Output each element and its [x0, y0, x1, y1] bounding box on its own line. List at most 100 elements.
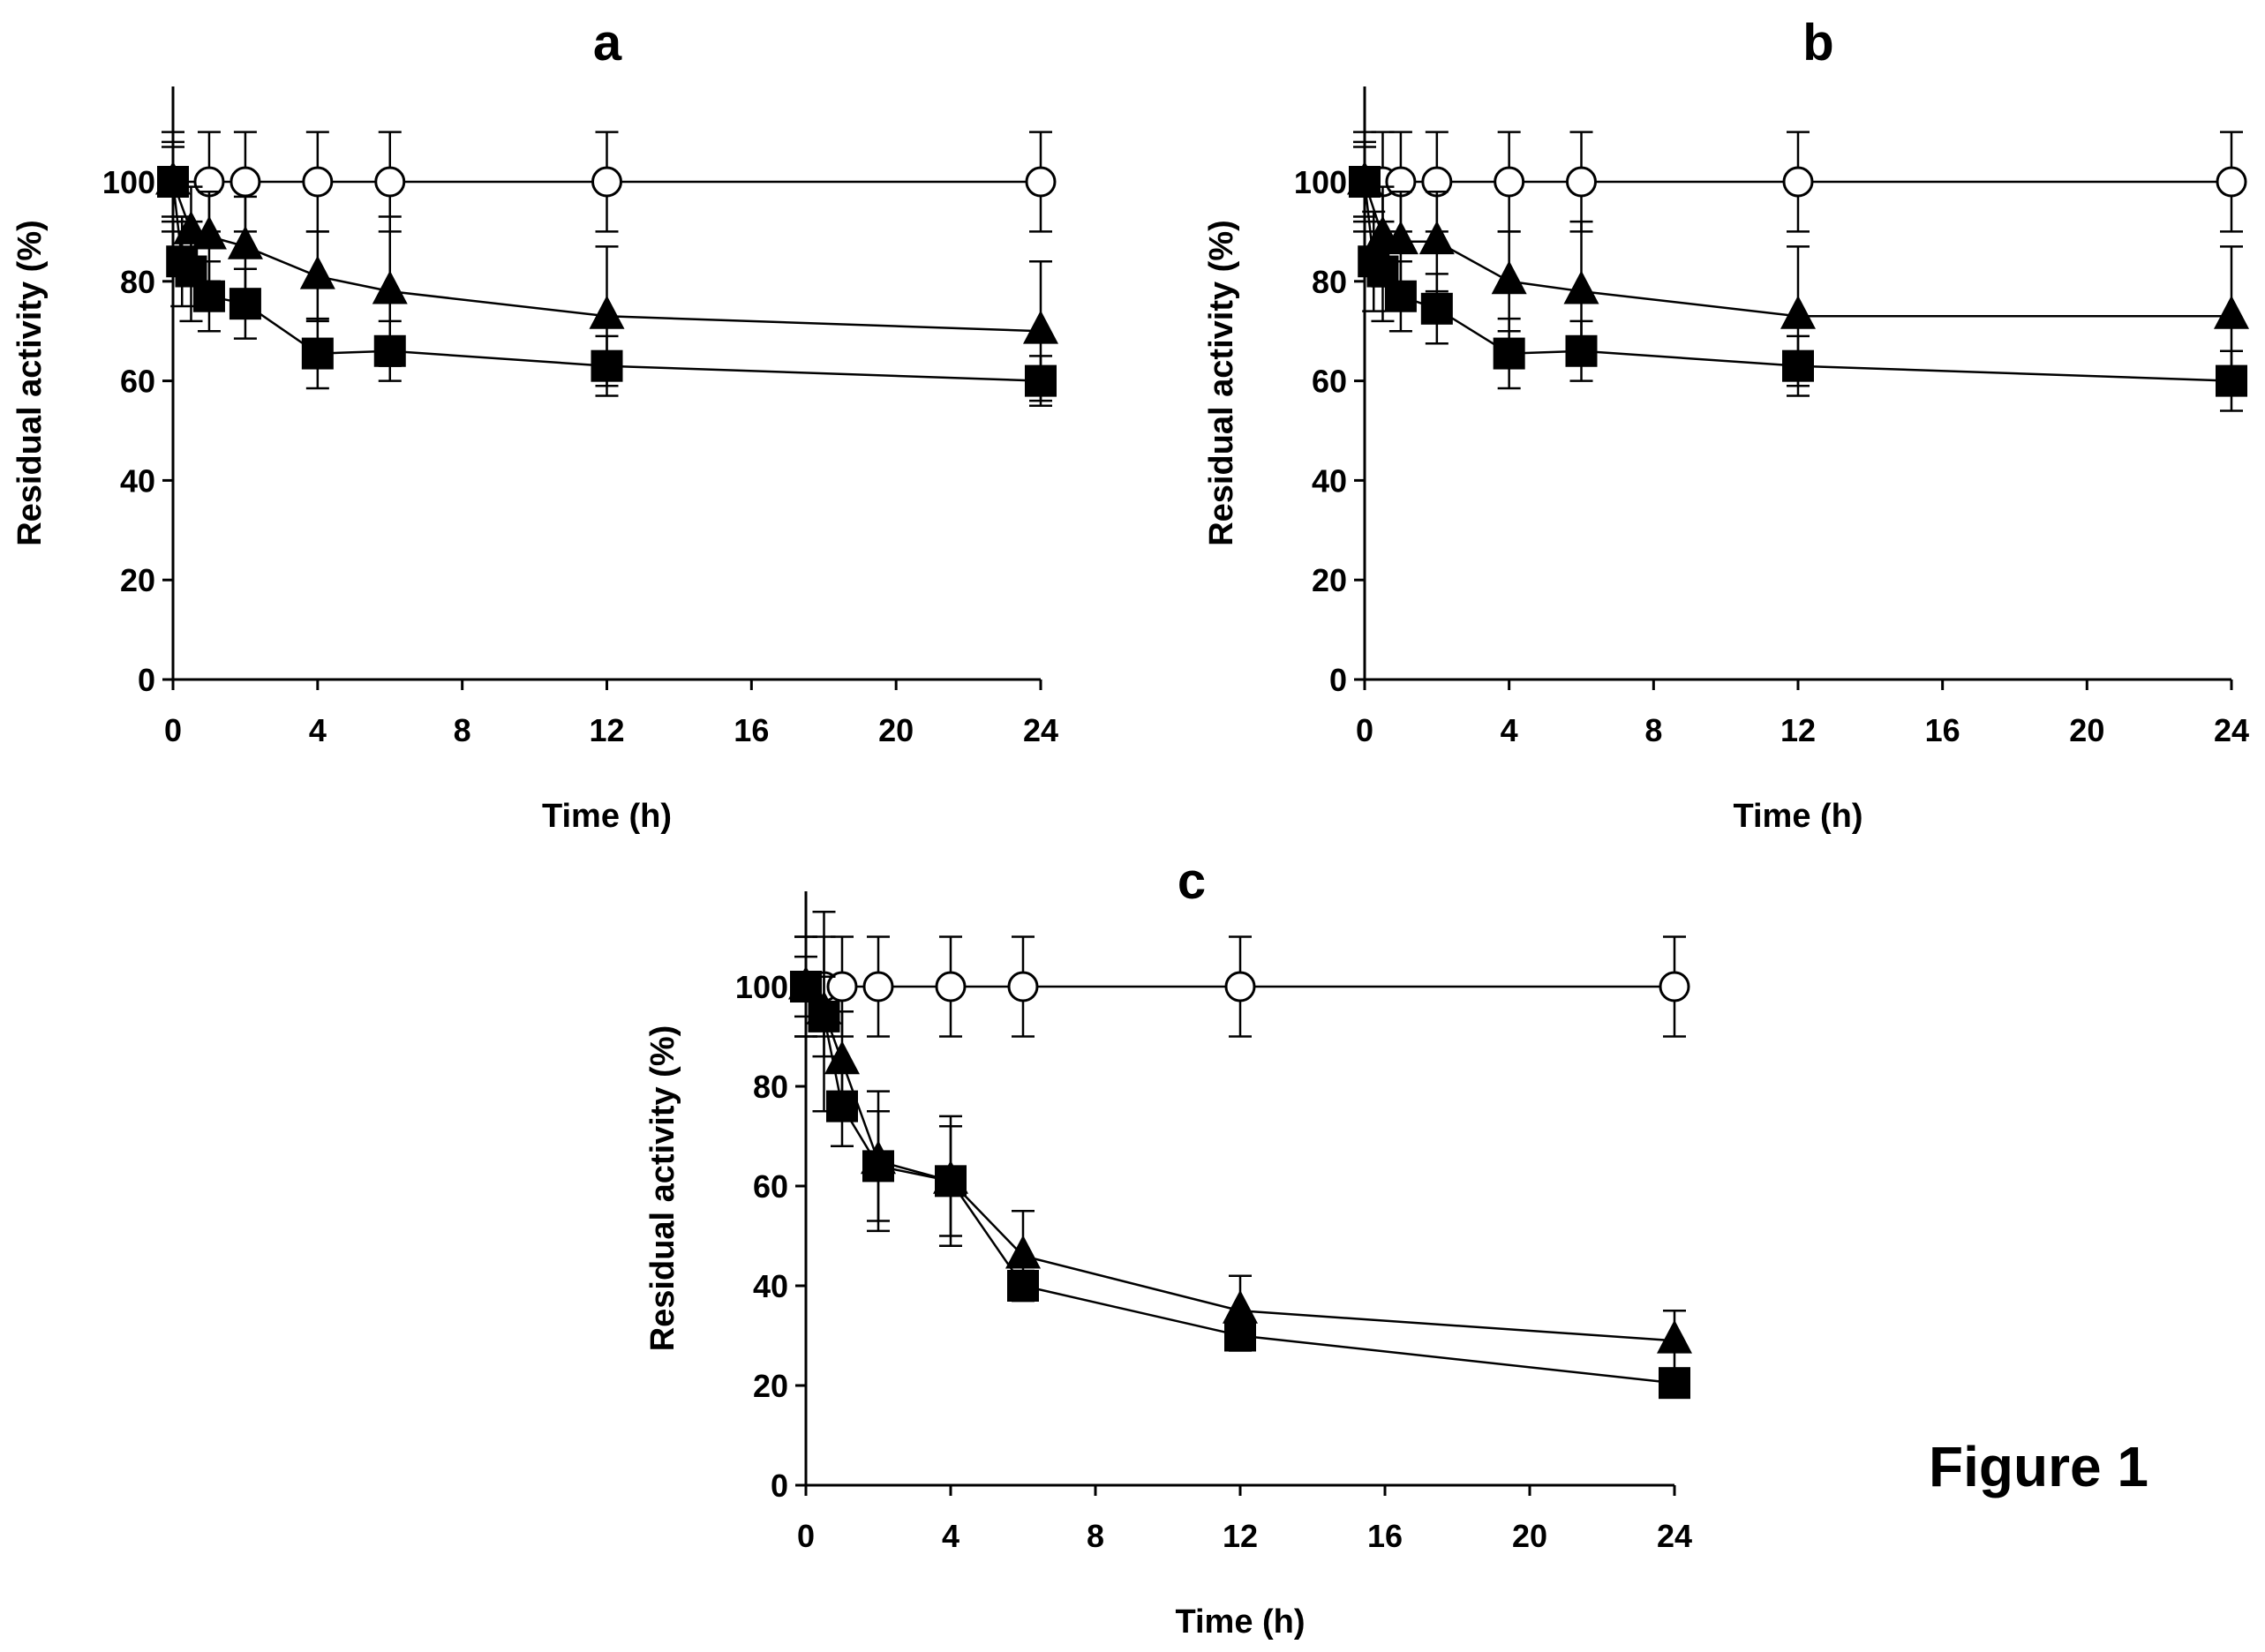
data-point-triangle: [1657, 1319, 1692, 1354]
x-tick-label: 0: [1356, 712, 1373, 748]
x-axis-label: Time (h): [1175, 1603, 1305, 1641]
data-point-square: [1493, 337, 1525, 370]
data-point-triangle: [1418, 221, 1455, 255]
x-tick-label: 8: [454, 712, 471, 748]
data-point-square: [1224, 1319, 1256, 1352]
chart-panel-c: c 0 20 40 60 80 100 0 4 8 12 16 20 24 Time (h) Residual…: [644, 852, 1692, 1641]
data-point-square: [826, 1090, 858, 1123]
data-point-circle: [862, 971, 894, 1002]
data-point-circle: [935, 971, 967, 1002]
data-point-triangle: [1223, 1289, 1258, 1324]
x-tick-label: 20: [1512, 1518, 1547, 1554]
x-tick-label: 20: [878, 712, 914, 748]
series-open-circle: [790, 935, 1690, 1038]
data-point-triangle: [191, 215, 227, 250]
y-tick-label: 60: [1312, 364, 1347, 400]
y-tick-label: 0: [138, 662, 155, 698]
x-tick-label: 24: [1023, 712, 1058, 748]
x-tick-label: 8: [1644, 712, 1662, 748]
y-tick-label: 20: [120, 562, 155, 598]
data-point-circle: [1659, 971, 1690, 1002]
x-tick-label: 0: [164, 712, 182, 748]
chart-panel-a: a 0 20 40 60 80 100 0 4 8 12 16 20 24 Time (h) Residual…: [11, 14, 1058, 835]
x-axis-label: Time (h): [1733, 798, 1862, 835]
x-axis-label: Time (h): [542, 798, 672, 835]
data-point-square: [790, 971, 822, 1002]
data-point-square: [2216, 364, 2247, 397]
data-point-circle: [1494, 166, 1525, 198]
y-tick-label: 100: [735, 969, 788, 1005]
data-point-square: [229, 288, 261, 320]
x-tick-label: 16: [1925, 712, 1960, 748]
figure-label: Figure 1: [1929, 1435, 2148, 1498]
y-tick-label: 60: [753, 1168, 788, 1205]
data-point-square: [808, 1000, 840, 1032]
x-tick-label: 4: [942, 1518, 959, 1554]
panel-title: c: [1178, 852, 1206, 910]
data-point-square: [1349, 166, 1381, 198]
series-filled-square: [790, 955, 1690, 1400]
y-tick-label: 0: [1329, 662, 1347, 698]
y-tick-label: 20: [753, 1368, 788, 1404]
x-tick-label: 12: [589, 712, 624, 748]
y-tick-label: 40: [753, 1268, 788, 1304]
data-point-triangle: [1005, 1235, 1041, 1269]
data-point-square: [301, 337, 334, 370]
x-tick-label: 12: [1780, 712, 1816, 748]
data-point-triangle: [372, 270, 408, 304]
y-axis-label: Residual activity (%): [11, 220, 49, 546]
x-tick-label: 12: [1223, 1518, 1258, 1554]
series-open-circle: [1349, 131, 2247, 233]
x-tick-label: 16: [734, 712, 769, 748]
x-tick-label: 16: [1367, 1518, 1403, 1554]
data-point-square: [591, 349, 623, 382]
data-point-triangle: [2214, 295, 2249, 329]
data-point-circle: [1224, 971, 1256, 1002]
y-tick-label: 40: [1312, 462, 1347, 499]
data-point-square: [1659, 1367, 1690, 1400]
data-point-circle: [2216, 166, 2247, 198]
data-point-square: [1420, 292, 1453, 325]
x-tick-label: 20: [2069, 712, 2104, 748]
x-tick-label: 24: [1657, 1518, 1692, 1554]
data-point-circle: [1025, 166, 1057, 198]
x-tick-label: 24: [2214, 712, 2249, 748]
chart-panel-b: b 0 20 40 60 80 100 0 4 8 12 16 20 24 Time (h) Residual…: [1203, 14, 2249, 835]
data-point-square: [373, 334, 406, 367]
y-axis-label: Residual activity (%): [1203, 220, 1240, 546]
data-point-square: [1782, 349, 1814, 382]
series-filled-square: [1349, 146, 2247, 412]
x-tick-label: 0: [797, 1518, 815, 1554]
data-point-square: [935, 1165, 967, 1198]
data-point-triangle: [1023, 310, 1058, 344]
data-point-square: [1565, 334, 1598, 367]
y-tick-label: 80: [120, 264, 155, 300]
data-point-triangle: [1780, 295, 1816, 329]
y-axis-label: Residual activity (%): [644, 1025, 681, 1352]
data-point-triangle: [1491, 260, 1527, 295]
data-point-circle: [230, 166, 261, 198]
panel-title: a: [593, 14, 622, 71]
y-tick-label: 100: [1294, 164, 1347, 200]
data-point-triangle: [227, 225, 263, 259]
y-tick-label: 60: [120, 364, 155, 400]
data-point-square: [192, 280, 225, 312]
series-filled-square: [157, 140, 1057, 408]
data-point-triangle: [1563, 270, 1599, 304]
y-tick-label: 80: [753, 1069, 788, 1105]
series-open-circle: [157, 131, 1057, 233]
y-tick-label: 100: [102, 164, 155, 200]
data-point-triangle: [299, 255, 335, 289]
data-point-square: [1384, 280, 1417, 312]
data-point-triangle: [589, 295, 625, 329]
y-tick-label: 0: [771, 1468, 788, 1504]
data-point-circle: [591, 166, 622, 198]
data-point-square: [1025, 364, 1057, 397]
y-tick-label: 20: [1312, 562, 1347, 598]
data-point-circle: [1782, 166, 1814, 198]
data-point-circle: [826, 971, 858, 1002]
data-point-triangle: [1382, 221, 1418, 255]
data-point-square: [1007, 1270, 1039, 1302]
data-point-square: [157, 166, 189, 198]
y-tick-label: 80: [1312, 264, 1347, 300]
